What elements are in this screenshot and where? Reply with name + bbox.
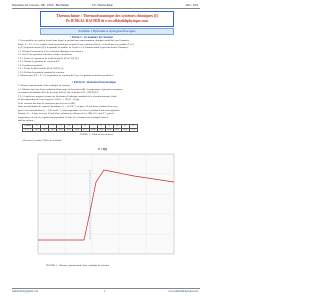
author: Pr.JENKAL RACHID ✉ www.elkhalidiphysique… — [66, 19, 148, 23]
figure — [37, 153, 175, 255]
table-cell: 18,2 — [64, 127, 74, 133]
footer-center: 1 — [104, 290, 106, 293]
text-line: Ensuite, à t = 5 min, on verse 50 mL d'u… — [18, 112, 115, 115]
table-cell: 18,2 — [40, 127, 50, 133]
text-line: 1.2.2. Définir la grandeur de réaction Δ… — [18, 60, 60, 63]
text-line: 1.1. Définir l'avancement ξ de la réacti… — [18, 49, 84, 53]
text-line: 2. Montrer que ΔᵣY = Σ νᵢ Yᵢ la grandeur… — [18, 74, 114, 77]
table-cell: θ (°C) — [22, 127, 34, 133]
header-left: Préparation aux Concours - MP - CPGE - B… — [12, 4, 70, 7]
table-cell: 24,4 — [72, 127, 82, 133]
note: - On trace la courbe T (K) en en déduit … — [22, 139, 63, 142]
header-rule — [12, 8, 200, 9]
figure-label: T = f(t) — [98, 147, 108, 151]
text-line: 1.2.1. Donner l'expression de la différe… — [18, 56, 80, 60]
text-line: 2.2. L'expérience proposée permet de dét… — [18, 94, 117, 98]
grid — [38, 154, 174, 254]
problem-banner: Problème 1 Hydrazine et hydrogène fluoro… — [40, 28, 174, 35]
table-cell: 28,2 — [112, 127, 122, 133]
table-cell: 28,8 — [88, 127, 98, 133]
text-line: 1.3.2. Définir la grandeur standard de r… — [18, 70, 65, 74]
text-line: de décomposition de l'eau oxygénée 2H₂O₂… — [18, 98, 80, 101]
footer-rule — [12, 288, 200, 289]
text-line: 1. On considère un système fermé dans le… — [18, 39, 129, 42]
text-line: la variation d'enthalpie dH a de la form… — [18, 91, 99, 94]
title: Thermochimie : Thermodynamique des systè… — [56, 14, 158, 18]
footer-left: jenkalrachid@gmail.com — [12, 290, 39, 293]
part1-text: 1. On considère un système fermé dans le… — [18, 39, 196, 78]
text-line: 1. Mesure expérimentale d'une enthalpie … — [18, 84, 71, 87]
text-line: bilan : 0 = Σ νᵢ Aᵢ. Le système étant ca… — [18, 42, 135, 46]
text-line: température est relevée régulièrement pe… — [18, 115, 109, 119]
table-row: θ (°C) 18,2 18,2 18,2 18,2 18,2 24,4 27,6 28,8 28… — [22, 127, 138, 133]
text-line: 1.3.1. Écrire la différentielle dZ de Z(… — [18, 67, 64, 70]
footer-right: www.elkhalidiphysique.com — [168, 290, 198, 293]
table-cell: 18,2 — [56, 127, 66, 133]
curve — [38, 169, 175, 241]
part-title: • Partie I : Grandeurs de réaction — [70, 35, 114, 39]
data-table: t (min) 0 1 2 3 4 5 6 7 8 9 10 11 12 θ (°C) 18,2 18,2 18,… — [22, 124, 138, 133]
text-line: Dans un calorimètre de capacité thermiqu… — [18, 105, 118, 108]
page: Préparation aux Concours - MP - CPGE - B… — [12, 4, 200, 293]
plot-area — [37, 153, 175, 255]
table-cell: 28,4 — [104, 127, 114, 133]
table-cell: 28,0 — [120, 127, 130, 133]
text-line: 1.2. Soit Y une grandeur extensive relat… — [18, 53, 73, 56]
table-cell: 28,6 — [96, 127, 106, 133]
text-line: 1.3. Grandeurs standard. — [18, 63, 43, 67]
table-cell: 18,2 — [32, 127, 42, 133]
text-line: 2.1. Montrer que lors d'une évolution él… — [18, 87, 124, 91]
header-center: TD : Thermochimie — [92, 4, 113, 7]
table-cell: 27,6 — [80, 127, 90, 133]
part-title: • Partie II : Réaction Enzymatique — [72, 80, 117, 84]
table-caption: TABLE 1 – Tableau des mesures — [80, 133, 113, 136]
text-line: Cette réaction fait donc de catalyseur p… — [18, 101, 76, 105]
header-right: 2022 - 2023 — [185, 4, 198, 7]
part2-text: 1. Mesure expérimentale d'une enthalpie … — [18, 84, 196, 123]
text-line: tableau suivant : — [18, 119, 35, 122]
figure-caption: FIGURE 1 – Mesure expérimentale d'une en… — [46, 264, 110, 267]
text-line: n₁(T) (respectivement nᵢ(T)) la quantité… — [18, 46, 129, 49]
title-box: Thermochimie : Thermodynamique des systè… — [40, 11, 174, 27]
text-line: génée à la concentration C₀ = 0,92 mol.L… — [18, 108, 120, 112]
table-row: t (min) 0 1 2 3 4 5 6 7 8 9 10 11 12 — [22, 124, 138, 129]
table-cell: 27,8 — [128, 127, 138, 133]
table-cell: 18,2 — [48, 127, 58, 133]
